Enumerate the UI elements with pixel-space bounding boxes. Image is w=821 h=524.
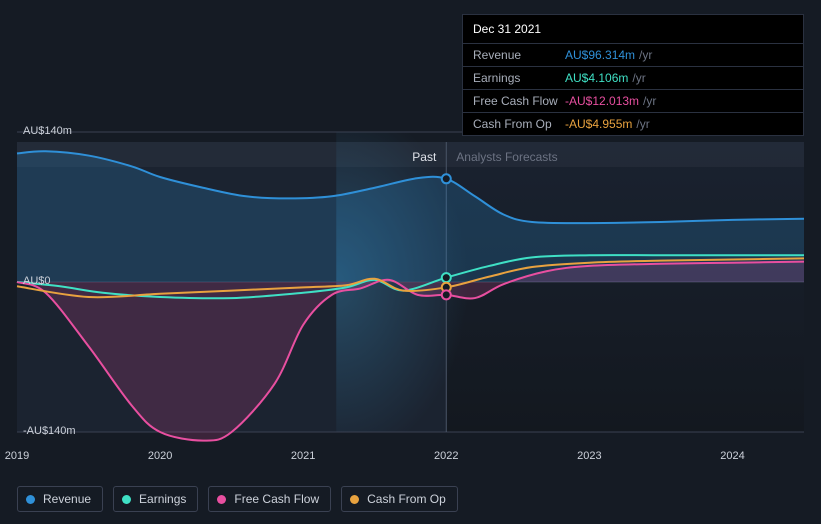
x-tick-label: 2019 <box>5 450 29 462</box>
x-tick-label: 2024 <box>720 450 744 462</box>
tooltip-row-unit: /yr <box>632 71 645 85</box>
x-tick-label: 2021 <box>291 450 315 462</box>
legend-item-revenue[interactable]: Revenue <box>17 486 103 512</box>
tooltip-row-value: AU$96.314m <box>565 48 635 62</box>
x-tick-label: 2023 <box>577 450 601 462</box>
tooltip-row-label: Cash From Op <box>473 117 565 131</box>
legend-swatch <box>217 495 226 504</box>
chart-tooltip: Dec 31 2021 RevenueAU$96.314m/yrEarnings… <box>462 14 804 136</box>
tooltip-row: RevenueAU$96.314m/yr <box>463 44 803 67</box>
legend-swatch <box>26 495 35 504</box>
tooltip-row-value: -AU$4.955m <box>565 117 632 131</box>
tooltip-row-unit: /yr <box>636 117 649 131</box>
x-tick-label: 2020 <box>148 450 172 462</box>
tooltip-row-value: AU$4.106m <box>565 71 628 85</box>
forecast-region-label: Analysts Forecasts <box>456 150 557 164</box>
legend-swatch <box>122 495 131 504</box>
legend-item-earnings[interactable]: Earnings <box>113 486 198 512</box>
y-tick-label: -AU$140m <box>23 425 76 437</box>
past-region-label: Past <box>412 150 436 164</box>
tooltip-row: EarningsAU$4.106m/yr <box>463 67 803 90</box>
tooltip-row-value: -AU$12.013m <box>565 94 639 108</box>
tooltip-row-label: Revenue <box>473 48 565 62</box>
marker-revenue <box>442 174 451 183</box>
marker-earnings <box>442 273 451 282</box>
legend-item-fcf[interactable]: Free Cash Flow <box>208 486 331 512</box>
tooltip-date: Dec 31 2021 <box>463 15 803 44</box>
tooltip-row-label: Earnings <box>473 71 565 85</box>
legend-label: Cash From Op <box>367 492 446 506</box>
x-tick-label: 2022 <box>434 450 458 462</box>
y-tick-label: AU$0 <box>23 275 51 287</box>
tooltip-row-label: Free Cash Flow <box>473 94 565 108</box>
tooltip-row-unit: /yr <box>643 94 656 108</box>
legend-swatch <box>350 495 359 504</box>
tooltip-row: Cash From Op-AU$4.955m/yr <box>463 113 803 135</box>
y-tick-label: AU$140m <box>23 125 72 137</box>
legend-label: Revenue <box>43 492 91 506</box>
legend-item-cfo[interactable]: Cash From Op <box>341 486 458 512</box>
tooltip-row: Free Cash Flow-AU$12.013m/yr <box>463 90 803 113</box>
legend-label: Earnings <box>139 492 186 506</box>
legend-label: Free Cash Flow <box>234 492 319 506</box>
chart-legend: Revenue Earnings Free Cash Flow Cash From O… <box>17 486 458 512</box>
tooltip-row-unit: /yr <box>639 48 652 62</box>
marker-fcf <box>442 290 451 299</box>
